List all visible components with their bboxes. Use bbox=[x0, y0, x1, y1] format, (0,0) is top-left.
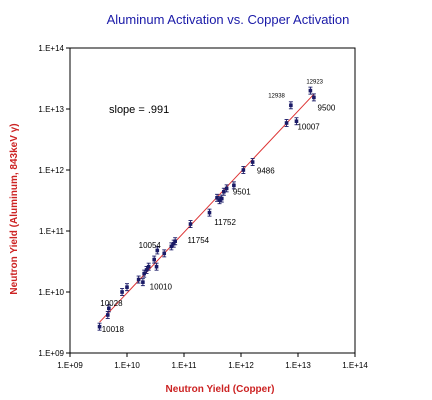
point-marker bbox=[142, 271, 146, 276]
y-axis-ticks: 1.E+09 1.E+10 1.E+11 1.E+12 1.E+13 1.E+14 bbox=[38, 44, 70, 358]
point-marker bbox=[232, 183, 236, 188]
data-point bbox=[125, 283, 129, 292]
data-point bbox=[173, 237, 178, 246]
point-label: 10028 bbox=[100, 299, 123, 308]
point-marker bbox=[215, 196, 219, 200]
point-marker bbox=[125, 285, 129, 289]
point-label: 10007 bbox=[297, 123, 320, 132]
x-tick-label: 1.E+10 bbox=[114, 361, 140, 370]
point-marker bbox=[141, 280, 145, 284]
data-point bbox=[97, 322, 102, 331]
point-label: 9486 bbox=[257, 166, 275, 175]
point-label: 12938 bbox=[268, 93, 285, 99]
fit-line-group bbox=[99, 93, 315, 323]
y-tick-label: 1.E+10 bbox=[38, 288, 64, 297]
data-point bbox=[250, 158, 255, 166]
point-marker bbox=[155, 248, 160, 253]
data-point bbox=[217, 196, 222, 205]
point-marker bbox=[284, 121, 289, 125]
data-point bbox=[308, 86, 313, 95]
x-tick-label: 1.E+14 bbox=[342, 361, 368, 370]
point-label: 10054 bbox=[139, 241, 162, 250]
data-point bbox=[155, 246, 160, 255]
point-labels: 10028 10018 10010 10054 11754 11752 9501 9486 10… bbox=[100, 80, 336, 334]
point-label: 10018 bbox=[102, 325, 125, 334]
point-marker bbox=[173, 239, 177, 244]
x-tick-label: 1.E+12 bbox=[228, 361, 254, 370]
y-tick-label: 1.E+13 bbox=[38, 105, 64, 114]
point-label: 9501 bbox=[233, 187, 251, 196]
point-label: 11754 bbox=[187, 236, 209, 245]
data-point bbox=[311, 93, 316, 102]
y-tick-label: 1.E+09 bbox=[38, 349, 64, 358]
data-point bbox=[231, 181, 236, 190]
x-tick-label: 1.E+09 bbox=[57, 361, 83, 370]
x-axis-title: Neutron Yield (Copper) bbox=[166, 384, 275, 395]
point-marker bbox=[97, 324, 102, 329]
point-marker bbox=[146, 264, 151, 269]
point-marker bbox=[136, 277, 141, 282]
point-marker bbox=[224, 186, 229, 191]
point-marker bbox=[144, 268, 149, 272]
point-label: 12923 bbox=[306, 80, 323, 86]
data-point bbox=[162, 249, 167, 258]
data-point bbox=[154, 262, 159, 271]
data-point bbox=[284, 119, 289, 127]
x-axis-ticks: 1.E+09 1.E+10 1.E+11 1.E+12 1.E+13 1.E+14 bbox=[57, 353, 368, 370]
point-marker bbox=[107, 306, 111, 311]
data-point bbox=[294, 117, 299, 126]
point-marker bbox=[289, 103, 293, 108]
slope-annotation: slope = .991 bbox=[109, 104, 169, 116]
point-marker bbox=[120, 290, 124, 294]
point-marker bbox=[152, 257, 156, 262]
y-tick-label: 1.E+12 bbox=[38, 166, 64, 175]
point-marker bbox=[154, 264, 159, 269]
point-marker bbox=[308, 88, 313, 93]
y-tick-label: 1.E+14 bbox=[38, 44, 64, 53]
data-point bbox=[188, 220, 193, 228]
point-marker bbox=[250, 160, 255, 164]
fit-line bbox=[99, 93, 315, 323]
point-marker bbox=[162, 251, 167, 256]
data-point bbox=[241, 166, 246, 174]
data-point bbox=[207, 208, 212, 217]
point-marker bbox=[312, 95, 316, 100]
data-point bbox=[142, 269, 147, 278]
plot-frame bbox=[69, 47, 356, 354]
point-marker bbox=[171, 241, 176, 246]
point-marker bbox=[222, 189, 226, 194]
y-tick-label: 1.E+11 bbox=[39, 227, 65, 236]
data-point bbox=[106, 304, 111, 313]
point-marker bbox=[169, 244, 174, 249]
data-point bbox=[146, 262, 151, 271]
point-marker bbox=[219, 196, 224, 201]
point-marker bbox=[241, 168, 246, 172]
point-marker bbox=[207, 210, 212, 215]
point-marker bbox=[217, 198, 222, 202]
point-label: 11752 bbox=[214, 218, 236, 227]
x-tick-label: 1.E+11 bbox=[172, 361, 198, 370]
data-point bbox=[120, 288, 125, 296]
data-point bbox=[221, 187, 226, 196]
point-marker bbox=[294, 119, 299, 124]
point-label: 10010 bbox=[150, 282, 173, 291]
data-point bbox=[224, 184, 229, 193]
point-marker bbox=[105, 313, 110, 317]
data-point bbox=[136, 275, 141, 284]
data-point bbox=[288, 101, 293, 110]
data-point bbox=[140, 278, 145, 287]
data-points bbox=[97, 86, 316, 331]
chart-title: Aluminum Activation vs. Copper Activatio… bbox=[107, 12, 350, 27]
point-marker bbox=[188, 222, 193, 226]
y-axis-title: Neutron Yield (Aluminum, 843keV γ) bbox=[9, 123, 20, 294]
point-label: 9500 bbox=[318, 103, 336, 112]
plot-area bbox=[69, 47, 356, 354]
x-tick-label: 1.E+13 bbox=[285, 361, 311, 370]
